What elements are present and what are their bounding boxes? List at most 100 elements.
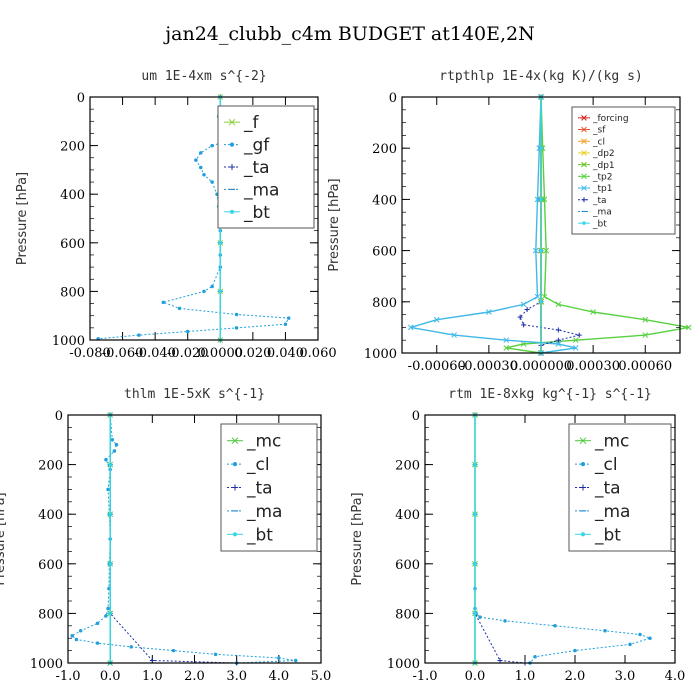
y-tick-label: 400 bbox=[60, 188, 85, 203]
series-point bbox=[603, 629, 607, 633]
series-point bbox=[638, 632, 642, 637]
series-ta bbox=[107, 412, 240, 666]
legend-label: _gf bbox=[243, 136, 270, 156]
legend-swatch-marker bbox=[580, 484, 586, 491]
legend-label: _cl bbox=[592, 137, 605, 147]
x-tick-label: 4.0 bbox=[268, 669, 289, 684]
x-tick-label: -0.020 bbox=[167, 346, 209, 361]
x-tick-label: 0.0000 bbox=[198, 346, 244, 361]
series-point bbox=[194, 158, 198, 162]
series-point bbox=[648, 636, 652, 640]
legend-swatch-marker bbox=[232, 462, 238, 467]
chart-panel-3: thlm 1E-5xK s^{-1} Pressure [hPa] -1.0 0.0 1… bbox=[0, 387, 331, 684]
legend-label: _mc bbox=[246, 432, 281, 452]
panel-title: um 1E-4xm s^{-2} bbox=[141, 69, 266, 84]
series-point bbox=[555, 301, 562, 308]
series-point bbox=[177, 306, 182, 311]
x-tick-label: 0.00030 bbox=[566, 359, 620, 374]
series-point bbox=[218, 289, 223, 294]
y-tick-label: 400 bbox=[38, 508, 63, 523]
legend-label: _tp2 bbox=[592, 173, 612, 183]
legend-label: _dp1 bbox=[592, 161, 615, 171]
series-point bbox=[108, 562, 112, 566]
y-tick-label: 0 bbox=[389, 91, 397, 106]
series-point bbox=[473, 512, 477, 516]
series-bt bbox=[108, 413, 112, 665]
legend-swatch-marker bbox=[581, 114, 587, 121]
legend-label: _bt bbox=[243, 203, 270, 223]
plot-frame bbox=[401, 96, 681, 354]
y-tick-label: 1000 bbox=[364, 347, 397, 362]
y-tick-label: 200 bbox=[38, 459, 63, 474]
x-tick-label: 0.0 bbox=[465, 669, 486, 684]
legend-swatch-marker bbox=[580, 532, 586, 537]
legend-label: _mc bbox=[594, 432, 629, 452]
series-point bbox=[78, 629, 83, 633]
y-tick-label: 800 bbox=[60, 285, 85, 300]
chart-panel-1: um 1E-4xm s^{-2}Pressure [hPa]-0.080-0.0… bbox=[15, 69, 337, 361]
y-tick-label: 200 bbox=[372, 142, 397, 157]
series-point bbox=[520, 301, 527, 308]
legend-swatch-marker bbox=[581, 138, 587, 145]
series-point bbox=[473, 611, 477, 616]
series-point bbox=[213, 652, 218, 657]
y-tick-label: 800 bbox=[372, 296, 397, 311]
series-point bbox=[171, 648, 176, 653]
series-point bbox=[497, 658, 503, 664]
y-axis-label: Pressure [hPa] bbox=[15, 172, 30, 265]
y-tick-label: 200 bbox=[60, 140, 85, 155]
series-point bbox=[543, 247, 550, 254]
x-tick-label: 0.00060 bbox=[618, 359, 672, 374]
legend-label: _dp2 bbox=[592, 149, 615, 159]
x-tick-label: 3.0 bbox=[226, 669, 247, 684]
x-tick-label: 0.040 bbox=[267, 346, 304, 361]
legend-swatch-marker bbox=[229, 164, 235, 170]
series-point bbox=[106, 487, 110, 492]
x-tick-label: -1.0 bbox=[412, 669, 437, 684]
series-point bbox=[137, 333, 141, 337]
legend-label: _ta bbox=[246, 478, 273, 498]
legend-label: _bt bbox=[594, 525, 621, 545]
x-tick-label: 5.0 bbox=[311, 669, 332, 684]
series-point bbox=[106, 606, 110, 611]
series-point bbox=[129, 645, 133, 649]
series-point bbox=[149, 658, 155, 664]
series-point bbox=[503, 337, 510, 344]
plot-frame bbox=[89, 96, 319, 341]
x-tick-label: 0.000000 bbox=[510, 359, 572, 374]
legend-swatch-marker bbox=[581, 185, 587, 191]
y-tick-label: 600 bbox=[395, 558, 420, 573]
y-tick-label: 400 bbox=[372, 193, 397, 208]
series-point bbox=[642, 332, 649, 338]
y-tick-label: 0 bbox=[55, 409, 63, 424]
legend-swatch-marker bbox=[581, 173, 587, 180]
chart-panel-4: rtm 1E-8xkg kg^{-1} s^{-1} Pressure [hPa]… bbox=[350, 387, 685, 684]
legend-label: _tp1 bbox=[592, 184, 612, 194]
series-point bbox=[628, 642, 632, 647]
legend-swatch-marker bbox=[228, 118, 236, 126]
x-tick-label: 0.020 bbox=[234, 346, 271, 361]
series-tp2 bbox=[503, 94, 692, 356]
series-point bbox=[104, 457, 108, 462]
series-point bbox=[161, 300, 166, 305]
series-line bbox=[71, 414, 296, 664]
legend-swatch-marker bbox=[232, 484, 238, 491]
series-point bbox=[534, 293, 541, 300]
series-point bbox=[534, 196, 541, 203]
legend-label: _cl bbox=[246, 455, 270, 475]
x-tick-label: 2.0 bbox=[184, 669, 205, 684]
panel-title: rtpthlp 1E-4x(kg K)/(kg s) bbox=[439, 69, 643, 84]
series-point bbox=[202, 173, 206, 177]
y-tick-label: 600 bbox=[38, 558, 63, 573]
series-point bbox=[210, 143, 214, 148]
legend: _mc _cl _ta _ma _bt bbox=[220, 423, 318, 552]
legend-label: _ta bbox=[594, 478, 621, 498]
series-tp1 bbox=[407, 94, 579, 356]
legend-swatch-marker bbox=[581, 197, 587, 203]
legend-label: _ma bbox=[246, 502, 282, 522]
series-point bbox=[533, 655, 537, 659]
legend-swatch-marker bbox=[229, 142, 235, 147]
y-tick-label: 800 bbox=[395, 607, 420, 622]
series-point bbox=[112, 449, 117, 453]
